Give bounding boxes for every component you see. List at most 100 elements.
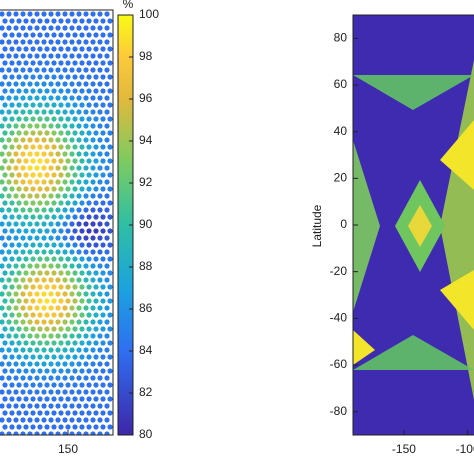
dot [44, 102, 50, 108]
dot [83, 193, 89, 199]
dot [107, 186, 113, 192]
dot [6, 221, 12, 227]
dot [37, 368, 43, 374]
dot [55, 403, 61, 409]
dot [2, 242, 8, 248]
dot [9, 284, 15, 290]
dot [41, 39, 47, 45]
dot [41, 165, 47, 171]
dot [90, 221, 96, 227]
dot [51, 88, 57, 94]
dot [37, 158, 43, 164]
dot [44, 410, 50, 416]
dot [62, 123, 68, 129]
dot [34, 109, 40, 115]
dot [58, 102, 64, 108]
dot [34, 53, 40, 59]
dot [20, 375, 26, 381]
dot [62, 431, 68, 435]
dot [6, 375, 12, 381]
dot [34, 193, 40, 199]
dot [16, 270, 22, 276]
dot [100, 46, 106, 52]
dot [76, 263, 82, 269]
dot [9, 172, 15, 178]
dot [97, 431, 103, 435]
dot [79, 60, 85, 66]
dot [79, 340, 85, 346]
dot [37, 396, 43, 402]
dot [62, 249, 68, 255]
dot [44, 354, 50, 360]
dot [13, 333, 19, 339]
dot [9, 88, 15, 94]
dot [34, 333, 40, 339]
dot [93, 410, 99, 416]
dot [30, 18, 36, 24]
dot [100, 116, 106, 122]
dot [9, 102, 15, 108]
dot [9, 354, 15, 360]
dot [104, 39, 110, 45]
dot [41, 431, 47, 435]
dot [34, 403, 40, 409]
dot [83, 263, 89, 269]
colorbar-label: % [123, 0, 134, 11]
dot [30, 158, 36, 164]
dot [93, 312, 99, 318]
dot [2, 396, 8, 402]
dot [76, 193, 82, 199]
dot [83, 403, 89, 409]
dot [0, 179, 5, 185]
dot [97, 11, 103, 17]
colorbar-tick-label: 100 [139, 7, 159, 21]
dot [23, 368, 29, 374]
dot [23, 200, 29, 206]
dot [20, 417, 26, 423]
dot [65, 214, 71, 220]
y-tick-label: 60 [334, 77, 348, 91]
dot [69, 123, 75, 129]
dot [41, 123, 47, 129]
dot [0, 123, 5, 129]
dot [37, 46, 43, 52]
dot [72, 74, 78, 80]
dot [30, 144, 36, 150]
dot [55, 263, 61, 269]
dot [69, 137, 75, 143]
dot [23, 18, 29, 24]
dot [58, 116, 64, 122]
dot [97, 263, 103, 269]
dot [37, 256, 43, 262]
dot [16, 326, 22, 332]
dot [62, 319, 68, 325]
dot [13, 375, 19, 381]
dot [48, 221, 54, 227]
dot [72, 424, 78, 430]
dot [37, 214, 43, 220]
dot [20, 81, 26, 87]
dot [41, 347, 47, 353]
dot [0, 95, 5, 101]
dot [16, 158, 22, 164]
dot [83, 347, 89, 353]
dot [6, 11, 12, 17]
dot [2, 18, 8, 24]
y-tick-label: 0 [340, 217, 347, 231]
dot [6, 277, 12, 283]
dot [9, 144, 15, 150]
dot [83, 81, 89, 87]
dot [16, 74, 22, 80]
dot [13, 403, 19, 409]
dot [34, 25, 40, 31]
dot [97, 347, 103, 353]
dot [16, 354, 22, 360]
dot [100, 382, 106, 388]
dot [44, 88, 50, 94]
dot [107, 74, 113, 80]
dot [62, 417, 68, 423]
dot [62, 347, 68, 353]
dot [104, 109, 110, 115]
dot [6, 151, 12, 157]
dot [6, 25, 12, 31]
